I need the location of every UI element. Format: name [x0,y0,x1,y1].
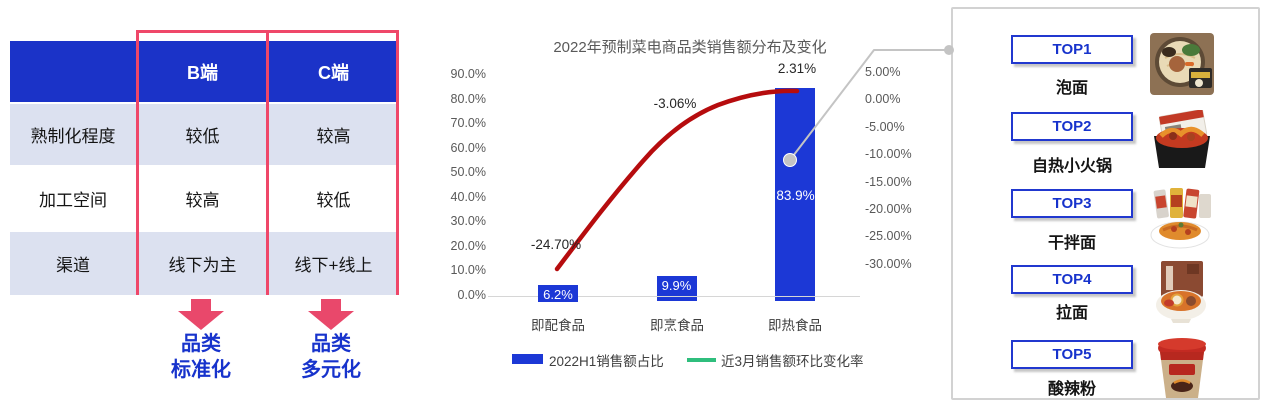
table-header-c: C端 [269,41,398,102]
line-data-label: 2.31% [777,61,817,76]
table-row-label: 加工空间 [10,167,136,230]
b-takeaway-line1: 品类 [181,333,221,355]
legend-bar-label: 2022H1销售额占比 [549,354,664,369]
b-takeaway-text: 品类 标准化 [131,331,271,383]
left-axis-tick: 40.0% [450,190,486,204]
right-axis-tick: -5.00% [865,120,905,134]
left-axis-tick: 70.0% [450,116,486,130]
chart-title: 2022年预制菜电商品类销售额分布及变化 [553,39,827,56]
rank-badge-top1: TOP1 [1011,35,1133,64]
b-down-arrow-icon [178,311,224,330]
dry-mixed-noodles-image [1150,188,1211,249]
table-cell-b1: 较低 [138,104,267,165]
c-down-arrow-icon [321,299,341,311]
table-header-b: B端 [138,41,267,102]
left-axis-tick: 60.0% [450,141,486,155]
b-down-arrow-icon [191,299,211,311]
left-axis-tick: 10.0% [450,263,486,277]
bar-data-label: 6.2% [538,286,578,302]
bar-data-label: 83.9% [776,188,815,203]
product-name-top4: 拉面 [1055,305,1088,322]
comparison-table: B端 C端 熟制化程度 较低 较高 加工空间 较高 较低 渠道 线下为主 线下+… [10,41,398,295]
legend-line-swatch-icon [687,358,716,362]
highlight-bracket-middle [266,30,269,295]
ramen-bowl-image [1156,261,1206,323]
left-axis-tick: 0.0% [457,288,487,302]
table-cell-c2: 较低 [269,167,398,230]
b-takeaway-line2: 标准化 [171,359,231,381]
right-axis-tick: 0.00% [865,92,901,106]
left-axis-tick: 50.0% [450,165,486,179]
top-ranking-panel: TOP1 泡面 TOP2 自热小火锅 [951,7,1260,400]
rank-badge-top2: TOP2 [1011,112,1133,141]
bar-data-label: 9.9% [658,277,695,294]
highlight-bracket-left [136,30,139,295]
c-down-arrow-icon [308,311,354,330]
category-label: 即配食品 [531,318,585,333]
self-heating-hotpot-image [1154,110,1210,168]
legend-line-label: 近3月销售额环比变化率 [721,354,864,369]
right-axis-tick: -30.00% [865,257,912,271]
instant-noodle-bowl-image [1150,33,1214,95]
rank-badge-top3: TOP3 [1011,189,1133,218]
right-axis-tick: -10.00% [865,147,912,161]
category-label: 即热食品 [768,318,822,333]
table-header-empty [10,41,136,102]
c-takeaway-line1: 品类 [311,333,351,355]
line-data-label: -3.06% [653,96,697,111]
left-axis-tick: 90.0% [450,67,486,81]
line-data-label: -24.70% [530,237,582,252]
right-axis-tick: -25.00% [865,229,912,243]
left-axis-tick: 30.0% [450,214,486,228]
table-cell-c1: 较高 [269,104,398,165]
x-axis-line [488,296,860,297]
product-name-top2: 自热小火锅 [1031,158,1112,175]
product-name-top1: 泡面 [1055,80,1088,97]
table-cell-c3: 线下+线上 [269,232,398,295]
product-name-top3: 干拌面 [1047,235,1096,252]
rank-badge-top4: TOP4 [1011,265,1133,294]
legend-bar-swatch-icon [512,354,543,364]
table-cell-b3: 线下为主 [138,232,267,295]
left-axis-tick: 20.0% [450,239,486,253]
right-axis-tick: -20.00% [865,202,912,216]
right-axis-tick: -15.00% [865,175,912,189]
hot-sour-noodle-cup-image [1158,338,1206,398]
left-axis-tick: 80.0% [450,92,486,106]
table-cell-b2: 较高 [138,167,267,230]
product-name-top5: 酸辣粉 [1047,381,1096,398]
rank-badge-top5: TOP5 [1011,340,1133,369]
highlight-bracket-right [396,30,399,295]
category-label: 即烹食品 [650,318,704,333]
c-takeaway-line2: 多元化 [301,359,361,381]
table-row-label: 熟制化程度 [10,104,136,165]
c-takeaway-text: 品类 多元化 [261,331,401,383]
table-row-label: 渠道 [10,232,136,295]
right-axis-tick: 5.00% [865,65,901,79]
